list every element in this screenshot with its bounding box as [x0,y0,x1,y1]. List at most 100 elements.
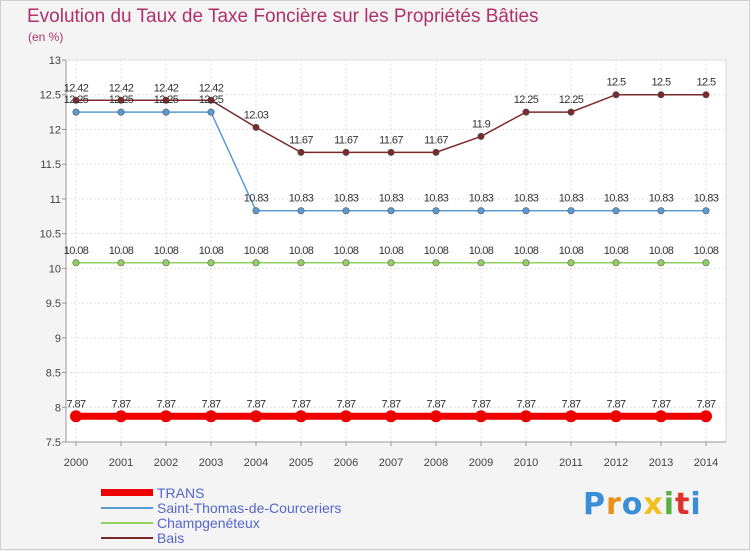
data-point-champgeneteux [477,259,485,267]
data-label-champgeneteux: 10.08 [154,245,179,257]
data-label-trans: 7.87 [696,398,715,410]
data-label-bais: 12.42 [109,82,134,94]
x-tick-label: 2007 [379,457,403,469]
y-tick-label: 7.5 [46,437,61,449]
data-label-saint-thomas-de-courceriers: 12.25 [109,94,134,106]
legend-item-champgeneteux: Champgenéteux [101,515,341,531]
data-label-trans: 7.87 [336,398,355,410]
plot-area [65,59,727,443]
data-point-trans [115,410,127,423]
logo-letter: t [675,487,691,522]
data-point-saint-thomas-de-courceriers [207,108,215,116]
data-label-bais: 12.25 [559,94,584,106]
x-tick-label: 2014 [694,457,718,469]
data-point-bais [432,148,440,156]
data-point-bais [567,108,575,116]
x-tick-label: 2001 [109,457,133,469]
legend-swatch-champgeneteux [101,521,153,524]
data-point-bais [162,96,170,104]
legend-label-saint-thomas: Saint-Thomas-de-Courceriers [157,499,342,516]
legend: TRANS Saint-Thomas-de-Courceriers Champg… [101,485,342,546]
y-tick-label: 10 [49,263,61,275]
x-tick-label: 2010 [514,457,538,469]
data-label-trans: 7.87 [201,398,220,410]
data-point-champgeneteux [207,259,215,267]
x-tick-label: 2006 [334,457,358,469]
data-point-bais [702,91,710,99]
legend-item-trans: TRANS [101,485,341,501]
chart-title: Evolution du Taux de Taxe Foncière sur l… [27,6,539,27]
data-label-trans: 7.87 [561,398,580,410]
data-point-saint-thomas-de-courceriers [432,207,440,215]
data-label-trans: 7.87 [651,398,670,410]
data-label-champgeneteux: 10.08 [469,245,494,257]
data-point-saint-thomas-de-courceriers [657,207,665,215]
y-tick-label: 10.5 [40,229,61,241]
data-label-trans: 7.87 [471,398,490,410]
data-label-bais: 12.42 [154,82,179,94]
data-label-champgeneteux: 10.08 [559,245,584,257]
data-label-trans: 7.87 [381,398,400,410]
data-point-trans [520,410,532,423]
data-point-champgeneteux [387,259,395,267]
data-point-champgeneteux [252,259,260,267]
data-point-champgeneteux [702,259,710,267]
data-label-bais: 11.67 [379,134,403,146]
data-label-saint-thomas-de-courceriers: 10.83 [289,193,314,205]
data-label-champgeneteux: 10.08 [514,245,539,257]
data-label-saint-thomas-de-courceriers: 10.83 [379,193,404,205]
x-tick-label: 2002 [154,457,178,469]
data-point-saint-thomas-de-courceriers [477,207,485,215]
data-label-champgeneteux: 10.08 [289,245,314,257]
data-point-saint-thomas-de-courceriers [522,207,530,215]
data-point-bais [297,148,305,156]
data-label-saint-thomas-de-courceriers: 10.83 [424,193,449,205]
x-tick-label: 2013 [649,457,673,469]
data-label-champgeneteux: 10.08 [199,245,224,257]
data-point-trans [565,410,577,423]
x-tick-label: 2000 [64,457,88,469]
y-tick-label: 8 [55,402,61,414]
x-tick-label: 2005 [289,457,313,469]
logo-letter: i [663,487,676,522]
data-label-champgeneteux: 10.08 [334,245,359,257]
x-tick-label: 2009 [469,457,493,469]
logo-letter: P [583,487,606,522]
data-label-saint-thomas-de-courceriers: 10.83 [694,193,719,205]
data-point-trans [700,410,712,423]
data-point-saint-thomas-de-courceriers [387,207,395,215]
y-tick-label: 8.5 [46,368,61,380]
data-point-trans [430,410,442,423]
data-point-trans [655,410,667,423]
data-label-champgeneteux: 10.08 [64,245,89,257]
data-point-saint-thomas-de-courceriers [252,207,260,215]
data-label-saint-thomas-de-courceriers: 10.83 [244,193,269,205]
data-label-bais: 11.67 [289,134,313,146]
data-label-trans: 7.87 [66,398,85,410]
data-point-saint-thomas-de-courceriers [117,108,125,116]
data-label-bais: 12.42 [199,82,224,94]
data-point-saint-thomas-de-courceriers [72,108,80,116]
data-point-bais [117,96,125,104]
data-label-saint-thomas-de-courceriers: 10.83 [334,193,359,205]
data-point-saint-thomas-de-courceriers [342,207,350,215]
data-point-champgeneteux [612,259,620,267]
y-tick-label: 9 [55,333,61,345]
legend-swatch-trans [101,489,153,496]
logo-letter: i [690,487,702,522]
data-point-saint-thomas-de-courceriers [612,207,620,215]
data-point-bais [387,148,395,156]
data-point-trans [160,410,172,423]
data-label-saint-thomas-de-courceriers: 12.25 [64,94,89,106]
logo-letter: x [643,487,664,522]
data-point-champgeneteux [72,259,80,267]
data-point-saint-thomas-de-courceriers [702,207,710,215]
data-point-trans [340,410,352,423]
data-label-bais: 12.42 [64,82,89,94]
legend-item-bais: Bais [101,529,341,546]
x-tick-label: 2011 [559,457,583,469]
legend-label-bais: Bais [157,529,185,546]
data-label-trans: 7.87 [156,398,175,410]
y-tick-label: 11.5 [40,159,61,171]
